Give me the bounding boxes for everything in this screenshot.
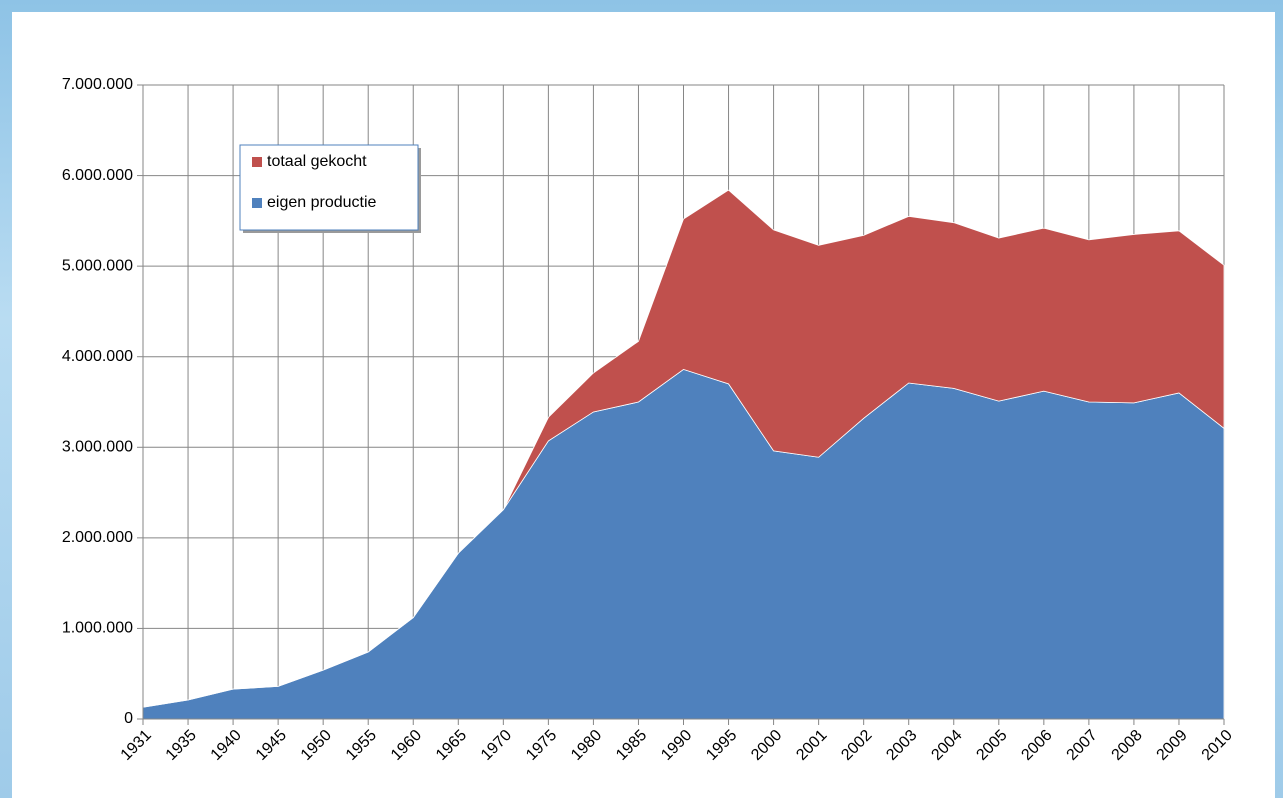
y-tick-label: 1.000.000: [62, 620, 133, 637]
legend: [239, 144, 419, 231]
y-tick-label: 7.000.000: [62, 76, 133, 93]
y-tick-label: 4.000.000: [62, 348, 133, 365]
y-tick-label: 3.000.000: [62, 439, 133, 456]
y-tick-label: 5.000.000: [62, 257, 133, 274]
y-tick-label: 0: [124, 710, 133, 727]
area: [142, 189, 1225, 708]
legend-label: eigen productie: [267, 194, 377, 211]
legend-swatch: [252, 198, 262, 208]
y-tick-label: 6.000.000: [62, 167, 133, 184]
legend-swatch: [252, 157, 262, 167]
legend-label: totaal gekocht: [267, 153, 367, 170]
y-tick-label: 2.000.000: [62, 529, 133, 546]
